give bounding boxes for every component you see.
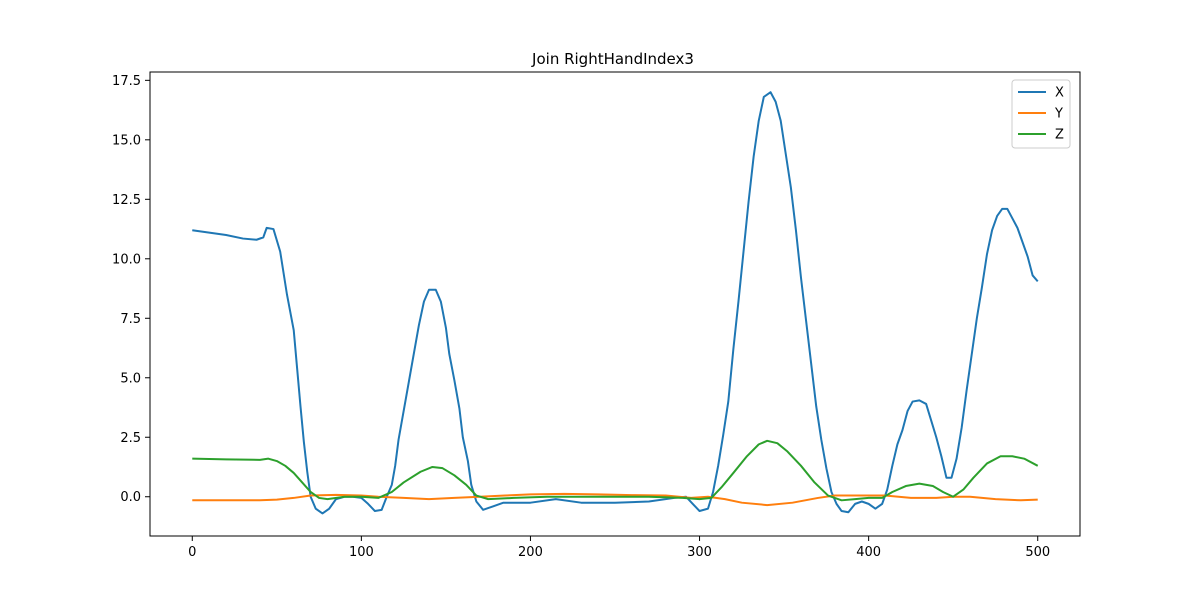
x-tick-label: 200 [518, 545, 543, 560]
chart-title: Join RightHandIndex3 [531, 50, 694, 68]
y-tick-label: 2.5 [120, 431, 141, 446]
y-tick-label: 12.5 [112, 193, 141, 208]
legend-label-x: X [1055, 86, 1064, 101]
y-tick-label: 5.0 [120, 371, 141, 386]
plot-area [192, 91, 1039, 515]
x-tick-label: 300 [687, 545, 712, 560]
axes-frame [149, 71, 1081, 537]
x-tick-label: 400 [856, 545, 881, 560]
x-tick-label: 100 [349, 545, 374, 560]
x-tick-label: 0 [188, 545, 196, 560]
y-tick-label: 0.0 [120, 490, 141, 505]
y-tick-label: 10.0 [112, 252, 141, 267]
legend-label-y: Y [1054, 107, 1063, 122]
y-tick-label: 7.5 [120, 312, 141, 327]
y-tick-label: 17.5 [112, 74, 141, 89]
axis-ticks: 0 100 200 300 400 500 0.0 2.5 5.0 7.5 10.0 12.5 15.0… [112, 74, 1050, 560]
x-tick-label: 500 [1025, 545, 1050, 560]
series-line-z [192, 439, 1039, 502]
legend-label-z: Z [1055, 128, 1064, 143]
legend: XYZ [1011, 79, 1071, 149]
y-tick-label: 15.0 [112, 133, 141, 148]
series-line-y [192, 492, 1038, 507]
